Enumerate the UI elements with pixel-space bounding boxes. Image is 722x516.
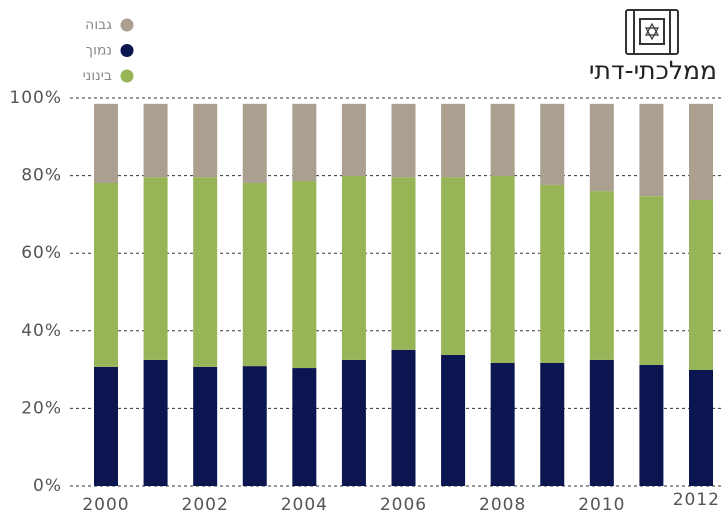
- legend-swatch: [120, 18, 134, 32]
- x-tick-label: 2008: [479, 495, 526, 515]
- bar-segment: [193, 366, 218, 486]
- bar-segment: [143, 103, 168, 178]
- x-tick-label: 2012: [673, 490, 720, 510]
- y-tick-label: 0%: [33, 476, 62, 496]
- x-tick-label: 2002: [182, 495, 229, 515]
- bar-segment: [639, 196, 664, 365]
- legend-label: בינוני: [83, 68, 112, 84]
- bar-segment: [639, 103, 664, 197]
- x-tick-label: 2006: [380, 495, 427, 515]
- bar-segment: [589, 359, 614, 486]
- bar-segment: [341, 175, 366, 360]
- y-tick-label: 80%: [21, 166, 62, 186]
- bar-segment: [589, 191, 614, 360]
- bar-segment: [341, 103, 366, 176]
- y-tick-label: 20%: [21, 398, 62, 418]
- bar-segment: [689, 369, 713, 486]
- bar-segment: [341, 359, 366, 486]
- bar-segment: [143, 359, 168, 486]
- legend-swatch: [120, 69, 134, 83]
- bar-segment: [490, 175, 515, 364]
- bar-segment: [391, 103, 416, 178]
- y-tick-label: 100%: [9, 88, 62, 108]
- legend-label: נמוך: [86, 43, 112, 59]
- bar-segment: [94, 366, 118, 486]
- bar-segment: [242, 103, 267, 183]
- bar-segment: [689, 103, 713, 201]
- chart-title: ממלכתי-דתי: [589, 56, 717, 85]
- bar-segment: [292, 103, 317, 182]
- x-tick-label: 2010: [578, 495, 625, 515]
- bar-segment: [391, 349, 416, 486]
- bar-segment: [540, 103, 565, 185]
- bar-segment: [540, 184, 565, 364]
- bar-segment: [689, 200, 713, 370]
- x-tick-label: 2000: [82, 495, 129, 515]
- title-icon: [625, 9, 679, 55]
- bar-segment: [490, 363, 515, 486]
- bar-segment: [242, 182, 267, 367]
- legend-swatch: [120, 44, 134, 57]
- bar-segment: [193, 177, 218, 367]
- bar-segment: [490, 103, 515, 176]
- y-tick-label: 60%: [21, 243, 62, 263]
- bar-segment: [292, 181, 317, 369]
- bar-segment: [94, 182, 118, 367]
- bar-segment: [143, 177, 168, 360]
- bar-segment: [94, 103, 118, 183]
- bar-segment: [292, 368, 317, 486]
- y-tick-label: 40%: [21, 321, 62, 341]
- bar-segment: [391, 177, 416, 350]
- bar-segment: [441, 177, 466, 355]
- bar-segment: [589, 103, 614, 192]
- legend-label: גבוה: [85, 17, 112, 33]
- x-tick-label: 2004: [281, 495, 328, 515]
- bar-segment: [639, 364, 664, 486]
- bar-segment: [441, 103, 466, 178]
- bar-segment: [540, 363, 565, 486]
- bar-segment: [193, 103, 218, 178]
- bar-segment: [242, 366, 267, 486]
- bar-segment: [441, 354, 466, 486]
